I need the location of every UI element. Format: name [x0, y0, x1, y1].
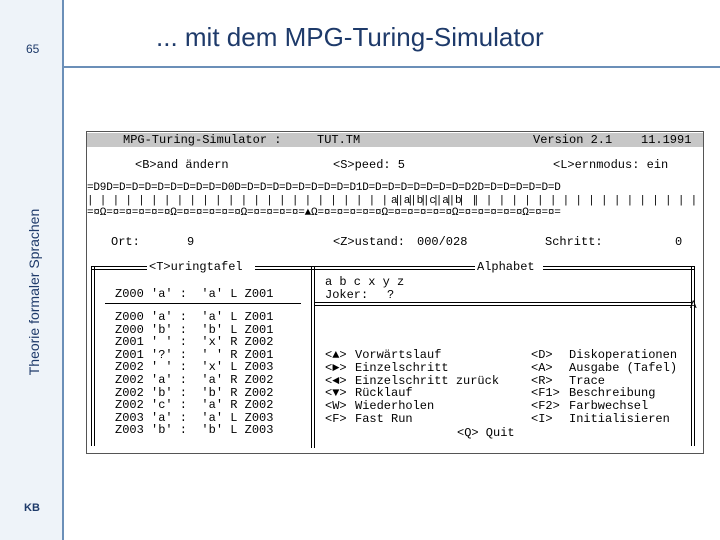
command-label[interactable]: Rücklauf [355, 386, 413, 401]
joker-label: Joker: [325, 288, 369, 302]
position-value: 9 [187, 235, 195, 249]
joker-value: ? [387, 288, 395, 302]
command-key[interactable]: <F1> [531, 386, 560, 401]
frame-top-left [91, 266, 147, 270]
command-key[interactable]: <►> [325, 360, 347, 375]
tape-cells-right: | | | | | | | | | | | | | | | | | | | [473, 195, 704, 207]
command-label[interactable]: Beschreibung [569, 386, 656, 401]
command-key[interactable]: <F2> [531, 399, 560, 414]
command-key[interactable]: <▲> [325, 348, 347, 362]
menu-speed[interactable]: <S>peed: 5 [333, 158, 406, 172]
turing-rule-row[interactable]: Z002 'b' : 'b' R Z002 [115, 385, 274, 400]
command-key[interactable]: <▼> [325, 386, 347, 401]
command-label[interactable]: Diskoperationen [569, 348, 678, 362]
command-label[interactable]: Vorwärtslauf [355, 348, 442, 362]
command-key[interactable]: <A> [531, 360, 553, 375]
command-label[interactable]: Initialisieren [569, 412, 670, 426]
quit-command[interactable]: <Q> Quit [457, 426, 515, 440]
alphabet-separator [315, 302, 691, 306]
footer-mark: KB [24, 502, 40, 514]
command-label[interactable]: Farbwechsel [569, 399, 649, 414]
tape-bottom-border: =¤Ω=¤=¤=¤=¤=¤Ω=¤=¤=¤=¤=¤Ω=¤=¤=¤=¤=▲Ω=¤=¤… [87, 207, 561, 219]
version-label: Version 2.1 [533, 133, 613, 147]
frame-top-right [543, 266, 695, 270]
file-name: TUT.TM [317, 133, 361, 147]
tape-top-border: =D9D=D=D=D=D=D=D=D=D=D0D=D=D=D=D=D=D=D=D… [87, 182, 561, 194]
state-value: 000/028 [417, 235, 468, 249]
tape-word: a|a|b|c|a|b [391, 195, 462, 207]
command-label[interactable]: Fast Run [355, 412, 413, 426]
turing-rule-row[interactable]: Z003 'a' : 'a' L Z003 [115, 410, 274, 425]
turing-rule-row[interactable]: Z002 ' ' : 'x' L Z003 [115, 360, 274, 375]
command-key[interactable]: <W> [325, 399, 347, 414]
version-date: 11.1991 [641, 133, 692, 147]
frame-top-middle [255, 266, 475, 270]
turing-rule-row[interactable]: Z002 'a' : 'a' R Z002 [115, 373, 274, 387]
position-label: Ort: [111, 235, 140, 249]
turing-rule-row[interactable]: Z002 'c' : 'a' R Z002 [115, 398, 274, 413]
command-label[interactable]: Trace [569, 373, 606, 388]
frame-left [91, 266, 95, 446]
slide-vertical-divider [62, 0, 64, 540]
turing-rule-row[interactable]: Z000 'a' : 'a' L Z001 [115, 310, 274, 324]
command-label[interactable]: Wiederholen [355, 399, 435, 414]
menu-change-tape[interactable]: <B>and ändern [135, 158, 229, 172]
command-label[interactable]: Ausgabe (Tafel) [569, 360, 678, 375]
page-number: 65 [26, 42, 40, 56]
side-title: Theorie formaler Sprachen [26, 208, 42, 376]
alphabet-header: Alphabet [477, 260, 535, 274]
frame-divider [311, 266, 315, 448]
alphabet-symbols: a b c x y z [325, 275, 405, 289]
command-key[interactable]: <◄> [325, 373, 347, 388]
command-label[interactable]: Einzelschritt [355, 360, 449, 375]
state-label[interactable]: <Z>ustand: [333, 235, 406, 249]
slide-title-underline [64, 66, 720, 68]
command-key[interactable]: <R> [531, 373, 553, 388]
tape-cells-left: | | | | | | | | | | | | | | | | | | | | … [87, 195, 478, 207]
tape: =D9D=D=D=D=D=D=D=D=D=D0D=D=D=D=D=D=D=D=D… [87, 182, 704, 219]
slide-title: ... mit dem MPG-Turing-Simulator [156, 22, 544, 52]
turing-rule-row[interactable]: Z001 ' ' : 'x' R Z002 [115, 335, 274, 350]
turing-rule-row[interactable]: Z000 'b' : 'b' L Z001 [115, 322, 274, 337]
step-value: 0 [675, 235, 683, 249]
cursor-mark: A [690, 300, 697, 312]
step-label: Schritt: [545, 235, 603, 249]
turing-rule-row[interactable]: Z001 '?' : ' ' R Z001 [115, 347, 274, 362]
command-key[interactable]: <D> [531, 348, 553, 362]
frame-right [691, 266, 695, 446]
command-label[interactable]: Einzelschritt zurück [355, 373, 500, 388]
rule-table-separator [105, 303, 301, 304]
start-rule[interactable]: Z000 'a' : 'a' L Z001 [115, 287, 274, 301]
simulator-title-bar [87, 133, 703, 147]
app-name: MPG-Turing-Simulator : [123, 133, 282, 147]
slide-side-strip [0, 0, 62, 540]
menu-learn-mode[interactable]: <L>ernmodus: ein [553, 158, 669, 172]
turing-table-header[interactable]: <T>uringtafel [149, 260, 243, 274]
command-key[interactable]: <F> [325, 412, 347, 426]
turing-rule-row[interactable]: Z003 'b' : 'b' L Z003 [115, 423, 274, 438]
command-key[interactable]: <I> [531, 412, 553, 426]
turing-simulator-screen: MPG-Turing-Simulator : TUT.TM Version 2.… [86, 131, 704, 454]
